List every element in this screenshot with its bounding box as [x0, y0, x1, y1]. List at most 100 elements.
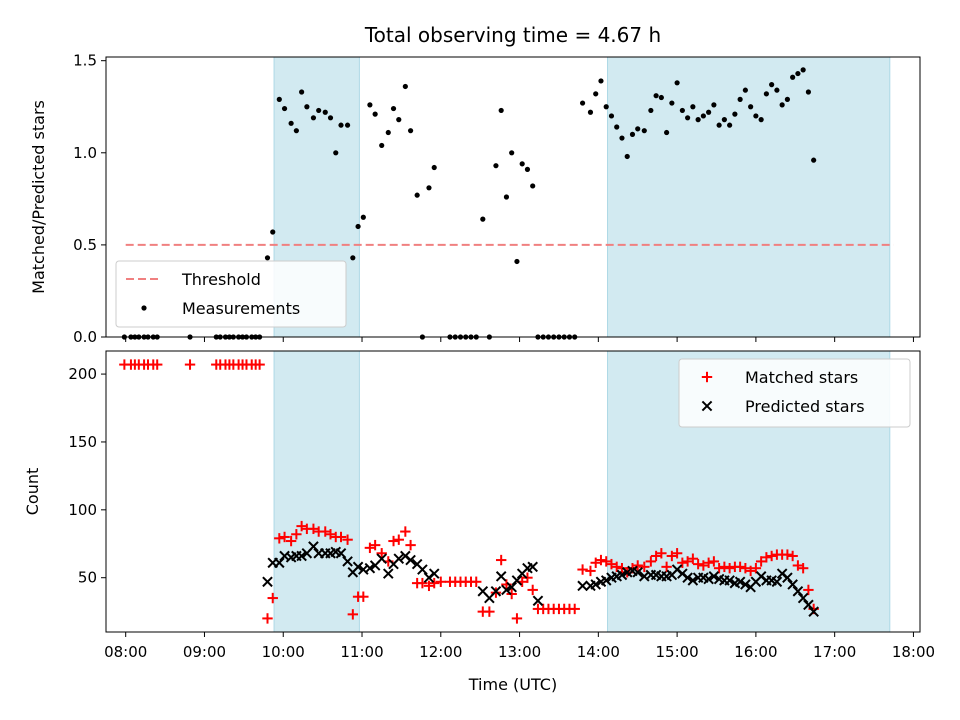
data-point: [333, 150, 339, 156]
y-axis-label: Matched/Predicted stars: [29, 100, 48, 294]
data-point: [632, 566, 644, 578]
data-point: [388, 535, 399, 547]
data-point: [316, 107, 322, 114]
data-point: [740, 579, 751, 590]
data-point: [698, 560, 709, 571]
x-b: [490, 585, 502, 597]
axes-frame: [105, 350, 921, 633]
x-b: [495, 571, 507, 582]
data-point: [342, 534, 353, 545]
data-point: [355, 223, 361, 230]
data-point: [262, 576, 273, 588]
data-point: [514, 258, 520, 265]
data-point: [327, 115, 334, 121]
series-predicted-stars: [262, 541, 819, 617]
data-point: [758, 117, 764, 123]
x-b: [400, 550, 411, 562]
data-point: [671, 548, 683, 559]
data-point: [511, 575, 523, 586]
data-point: [748, 104, 754, 110]
data-point: [687, 575, 699, 586]
y-tick-label: 0.0: [73, 328, 97, 346]
data-point: [732, 111, 738, 117]
data-point: [803, 599, 814, 611]
x-b: [342, 556, 353, 567]
legend-marker: [701, 400, 713, 412]
data-point: [669, 100, 675, 106]
data-point: [577, 564, 588, 575]
data-point: [734, 576, 746, 588]
data-point: [719, 561, 730, 573]
data-point: [299, 89, 305, 95]
x-b: [335, 547, 347, 559]
data-point: [347, 609, 359, 620]
data-point: [511, 613, 523, 624]
data-point: [270, 229, 276, 235]
x-b: [308, 541, 319, 552]
data-point: [745, 565, 756, 577]
data-point: [664, 129, 670, 136]
x-tick-label: 13:00: [498, 643, 541, 661]
x-b: [677, 568, 688, 579]
data-point: [344, 122, 351, 128]
data-point: [338, 122, 344, 128]
data-point: [619, 135, 625, 141]
data-point: [506, 581, 517, 593]
data-point: [639, 561, 650, 573]
data-point: [577, 580, 588, 592]
data-point: [624, 153, 630, 160]
data-point: [740, 562, 751, 574]
data-point: [658, 94, 664, 101]
data-point: [579, 100, 586, 106]
y-tick-label: 1.0: [73, 144, 97, 162]
data-point: [379, 142, 385, 149]
data-point: [296, 550, 307, 562]
x-b: [650, 569, 662, 581]
x-b: [376, 553, 388, 565]
data-point: [606, 558, 617, 570]
data-point: [661, 561, 672, 573]
data-point: [724, 575, 735, 586]
data-point: [803, 584, 814, 596]
data-point: [650, 550, 662, 562]
x-b: [417, 564, 428, 575]
data-point: [590, 557, 601, 568]
data-point: [493, 163, 499, 169]
legend-box: [115, 260, 347, 328]
x-b: [511, 575, 523, 586]
y-tick-label: 200: [68, 365, 97, 383]
data-point: [808, 606, 819, 617]
data-point: [632, 560, 643, 571]
data-point: [737, 96, 743, 102]
data-point: [784, 96, 790, 102]
data-point: [360, 214, 366, 220]
data-point: [645, 556, 657, 567]
data-point: [402, 83, 408, 90]
data-point: [763, 91, 769, 97]
data-point: [308, 523, 319, 535]
data-point: [527, 584, 538, 596]
legend-label: Matched stars: [745, 368, 858, 387]
data-point: [787, 579, 798, 590]
x-tick-label: 18:00: [892, 643, 935, 661]
data-point: [372, 111, 378, 117]
data-point: [364, 542, 376, 554]
data-point: [527, 561, 539, 573]
data-point: [716, 122, 722, 128]
data-point: [435, 576, 446, 587]
legend-box: [678, 358, 911, 428]
data-point: [509, 150, 515, 156]
data-point: [750, 562, 762, 574]
x-b: [577, 580, 588, 592]
data-point: [648, 107, 654, 114]
data-point: [616, 569, 628, 581]
data-point: [495, 571, 507, 582]
x-b: [792, 585, 804, 597]
legend-marker: [701, 371, 713, 383]
x-tick-label: 09:00: [183, 643, 226, 661]
data-point: [396, 117, 402, 123]
data-point: [805, 89, 812, 95]
data-point: [677, 557, 688, 568]
x-b: [638, 571, 650, 582]
x-b: [803, 599, 814, 611]
